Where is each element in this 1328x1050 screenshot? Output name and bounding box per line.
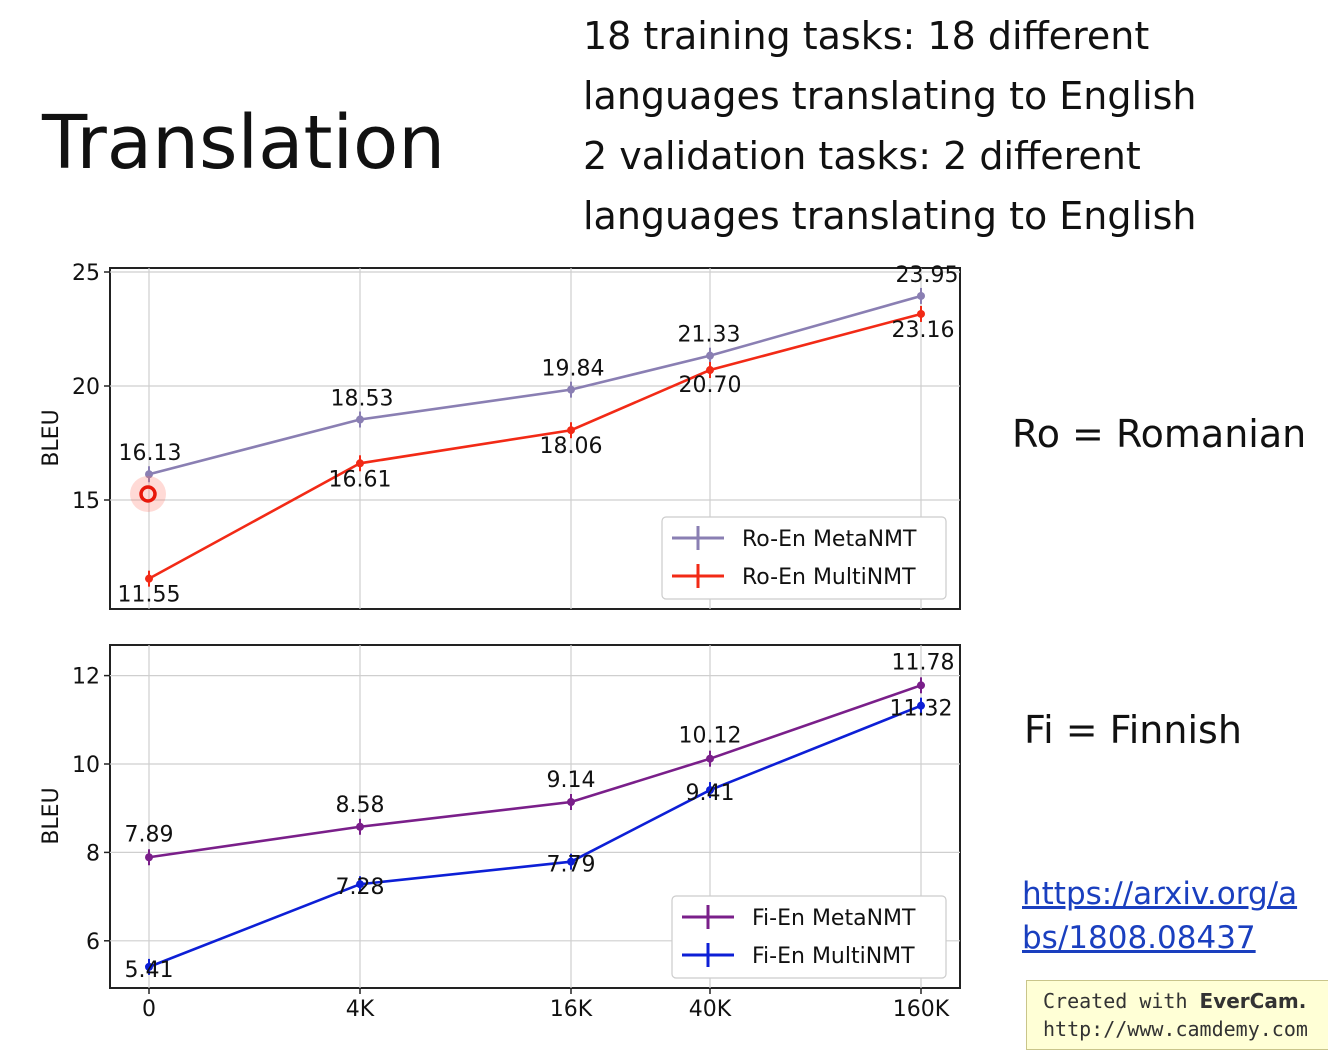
data-label: 7.28 — [336, 875, 385, 900]
data-label: 16.13 — [119, 441, 182, 466]
link-line: https://arxiv.org/a — [1022, 876, 1298, 912]
data-label: 11.32 — [890, 697, 953, 722]
chart-panel-1: 15 20 25 BLEU 16.13 18.53 19.84 21.33 23.95 11.55… — [39, 261, 961, 610]
x-tick-label: 0 — [142, 997, 156, 1022]
description-line: languages translating to English — [583, 194, 1197, 238]
data-label: 18.53 — [331, 387, 394, 412]
data-label: 19.84 — [542, 357, 605, 382]
watermark-prefix: Created with — [1043, 989, 1200, 1013]
cursor-ring-icon — [139, 485, 157, 503]
watermark-brand: EverCam. — [1199, 989, 1307, 1013]
x-tick-label: 4K — [346, 997, 375, 1022]
legend-label: Ro-En MetaNMT — [742, 527, 917, 552]
task-description: 18 training tasks: 18 different language… — [583, 6, 1197, 246]
description-line: 18 training tasks: 18 different — [583, 14, 1150, 58]
data-label: 10.12 — [679, 724, 742, 749]
data-label: 9.41 — [686, 781, 735, 806]
data-label: 7.79 — [547, 853, 596, 878]
link-line: bs/1808.08437 — [1022, 920, 1256, 956]
data-label: 5.41 — [125, 958, 174, 983]
cursor-glow — [130, 476, 166, 512]
y-tick-label: 8 — [86, 841, 100, 866]
y-tick-label: 10 — [72, 753, 100, 778]
legend-label: Fi-En MetaNMT — [752, 906, 916, 931]
data-label: 18.06 — [540, 434, 603, 459]
y-axis-label: BLEU — [39, 787, 64, 844]
romanian-note: Ro = Romanian — [1012, 412, 1307, 456]
data-label: 8.58 — [336, 793, 385, 818]
y-tick-label: 25 — [72, 261, 100, 286]
legend-box — [661, 516, 947, 600]
y-tick-label: 6 — [86, 930, 100, 955]
y-tick-label: 15 — [72, 489, 100, 514]
legend-box — [671, 895, 947, 979]
evercam-watermark: Created with EverCam. http://www.camdemy… — [1026, 980, 1328, 1050]
finnish-note: Fi = Finnish — [1024, 708, 1242, 752]
data-label: 20.70 — [679, 373, 742, 398]
data-label: 11.55 — [118, 583, 181, 608]
x-tick-label: 40K — [689, 997, 732, 1022]
data-label: 9.14 — [547, 768, 596, 793]
watermark-url: http://www.camdemy.com — [1043, 1017, 1308, 1041]
data-label: 23.95 — [896, 263, 959, 288]
cursor-highlight — [130, 476, 166, 512]
data-label: 23.16 — [892, 318, 955, 343]
x-tick-label: 16K — [550, 997, 593, 1022]
description-line: languages translating to English — [583, 74, 1197, 118]
chart-panel-2: 6 8 10 12 BLEU 0 4K 16K 40K 160K 7.89 8.58 9.14 10.12… — [39, 644, 961, 1022]
y-tick-label: 12 — [72, 665, 100, 690]
slide-title: Translation — [42, 100, 446, 186]
x-tick-label: 160K — [893, 997, 950, 1022]
data-label: 21.33 — [678, 323, 741, 348]
legend-label: Fi-En MultiNMT — [752, 944, 915, 969]
data-label: 7.89 — [125, 822, 174, 847]
legend-label: Ro-En MultiNMT — [742, 565, 916, 590]
data-label: 11.78 — [892, 650, 955, 675]
data-label: 16.61 — [329, 467, 392, 492]
y-tick-label: 20 — [72, 375, 100, 400]
arxiv-link[interactable]: https://arxiv.org/a bs/1808.08437 — [1022, 872, 1297, 960]
description-line: 2 validation tasks: 2 different — [583, 134, 1141, 178]
y-axis-label: BLEU — [39, 409, 64, 466]
